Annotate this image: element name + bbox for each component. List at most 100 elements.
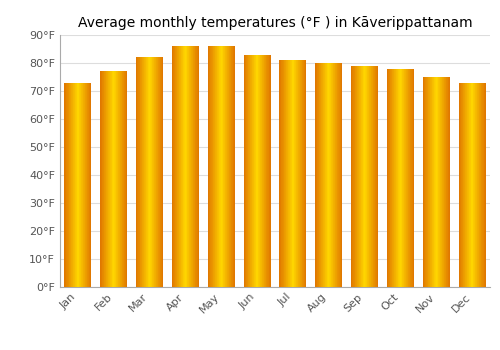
Bar <box>162 57 163 287</box>
Bar <box>218 46 219 287</box>
Bar <box>288 60 289 287</box>
Bar <box>178 46 180 287</box>
Bar <box>470 83 472 287</box>
Bar <box>438 77 439 287</box>
Bar <box>304 60 305 287</box>
Bar <box>154 57 155 287</box>
Bar <box>339 63 340 287</box>
Bar <box>186 46 187 287</box>
Bar <box>208 46 209 287</box>
Bar <box>249 55 250 287</box>
Bar <box>401 69 402 287</box>
Bar <box>116 71 117 287</box>
Bar <box>426 77 427 287</box>
Bar <box>136 57 137 287</box>
Bar <box>353 66 354 287</box>
Bar <box>174 46 176 287</box>
Bar <box>413 69 414 287</box>
Bar <box>67 83 68 287</box>
Bar <box>341 63 342 287</box>
Bar <box>267 55 268 287</box>
Bar <box>75 83 76 287</box>
Bar <box>188 46 189 287</box>
Bar <box>333 63 334 287</box>
Bar <box>137 57 138 287</box>
Bar <box>437 77 438 287</box>
Bar <box>88 83 90 287</box>
Bar <box>431 77 432 287</box>
Bar <box>361 66 362 287</box>
Bar <box>364 66 366 287</box>
Bar <box>111 71 112 287</box>
Bar <box>433 77 434 287</box>
Bar <box>101 71 102 287</box>
Bar <box>269 55 270 287</box>
Bar <box>425 77 426 287</box>
Bar <box>142 57 143 287</box>
Bar <box>215 46 216 287</box>
Bar <box>298 60 299 287</box>
Bar <box>141 57 142 287</box>
Bar <box>146 57 147 287</box>
Bar <box>190 46 191 287</box>
Bar <box>430 77 431 287</box>
Bar <box>429 77 430 287</box>
Bar <box>145 57 146 287</box>
Bar <box>258 55 259 287</box>
Bar <box>428 77 429 287</box>
Bar <box>356 66 357 287</box>
Bar <box>330 63 331 287</box>
Bar <box>291 60 292 287</box>
Bar <box>300 60 301 287</box>
Bar <box>219 46 220 287</box>
Bar <box>387 69 388 287</box>
Bar <box>180 46 182 287</box>
Bar <box>326 63 328 287</box>
Title: Average monthly temperatures (°F ) in Kāverippattanam: Average monthly temperatures (°F ) in Kā… <box>78 16 472 30</box>
Bar <box>70 83 71 287</box>
Bar <box>136 57 137 287</box>
Bar <box>458 83 460 287</box>
Bar <box>287 60 288 287</box>
Bar <box>410 69 411 287</box>
Bar <box>123 71 124 287</box>
Bar <box>458 83 460 287</box>
Bar <box>260 55 261 287</box>
Bar <box>292 60 293 287</box>
Bar <box>250 55 251 287</box>
Bar <box>359 66 360 287</box>
Bar <box>119 71 120 287</box>
Bar <box>462 83 464 287</box>
Bar <box>320 63 322 287</box>
Bar <box>194 46 195 287</box>
Bar <box>406 69 407 287</box>
Bar <box>176 46 178 287</box>
Bar <box>294 60 295 287</box>
Bar <box>65 83 66 287</box>
Bar <box>90 83 92 287</box>
Bar <box>124 71 125 287</box>
Bar <box>149 57 150 287</box>
Bar <box>100 71 102 287</box>
Bar <box>305 60 306 287</box>
Bar <box>284 60 285 287</box>
Bar <box>160 57 161 287</box>
Bar <box>195 46 196 287</box>
Bar <box>159 57 160 287</box>
Bar <box>392 69 393 287</box>
Bar <box>280 60 281 287</box>
Bar <box>121 71 122 287</box>
Bar <box>73 83 74 287</box>
Bar <box>412 69 413 287</box>
Bar <box>484 83 486 287</box>
Bar <box>334 63 335 287</box>
Bar <box>122 71 123 287</box>
Bar <box>196 46 197 287</box>
Bar <box>232 46 234 287</box>
Bar <box>252 55 253 287</box>
Bar <box>74 83 75 287</box>
Bar <box>266 55 267 287</box>
Bar <box>398 69 399 287</box>
Bar <box>448 77 450 287</box>
Bar <box>424 77 425 287</box>
